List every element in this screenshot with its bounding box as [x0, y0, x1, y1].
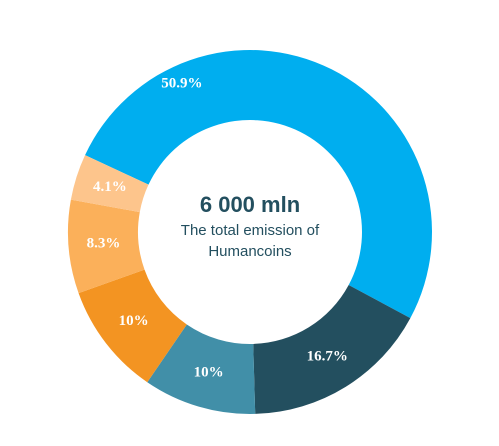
- donut-segment: [78, 269, 187, 383]
- value-label: 4.1%: [93, 179, 127, 195]
- value-label: 50.9%: [161, 75, 202, 91]
- value-label: 10%: [194, 364, 224, 380]
- value-label: 16.7%: [307, 349, 348, 365]
- donut-segment: [70, 155, 149, 213]
- donut-segment: [253, 284, 411, 414]
- donut: [68, 50, 432, 414]
- donut-segment: [85, 50, 432, 319]
- value-label: 10%: [119, 313, 149, 329]
- donut-segment: [147, 324, 256, 414]
- center-text: The total emission of: [181, 222, 320, 239]
- center-text: Humancoins: [208, 243, 291, 260]
- center-title: 6 000 mln: [200, 192, 300, 217]
- value-label: 8.3%: [87, 235, 121, 251]
- donut-segment: [68, 199, 145, 294]
